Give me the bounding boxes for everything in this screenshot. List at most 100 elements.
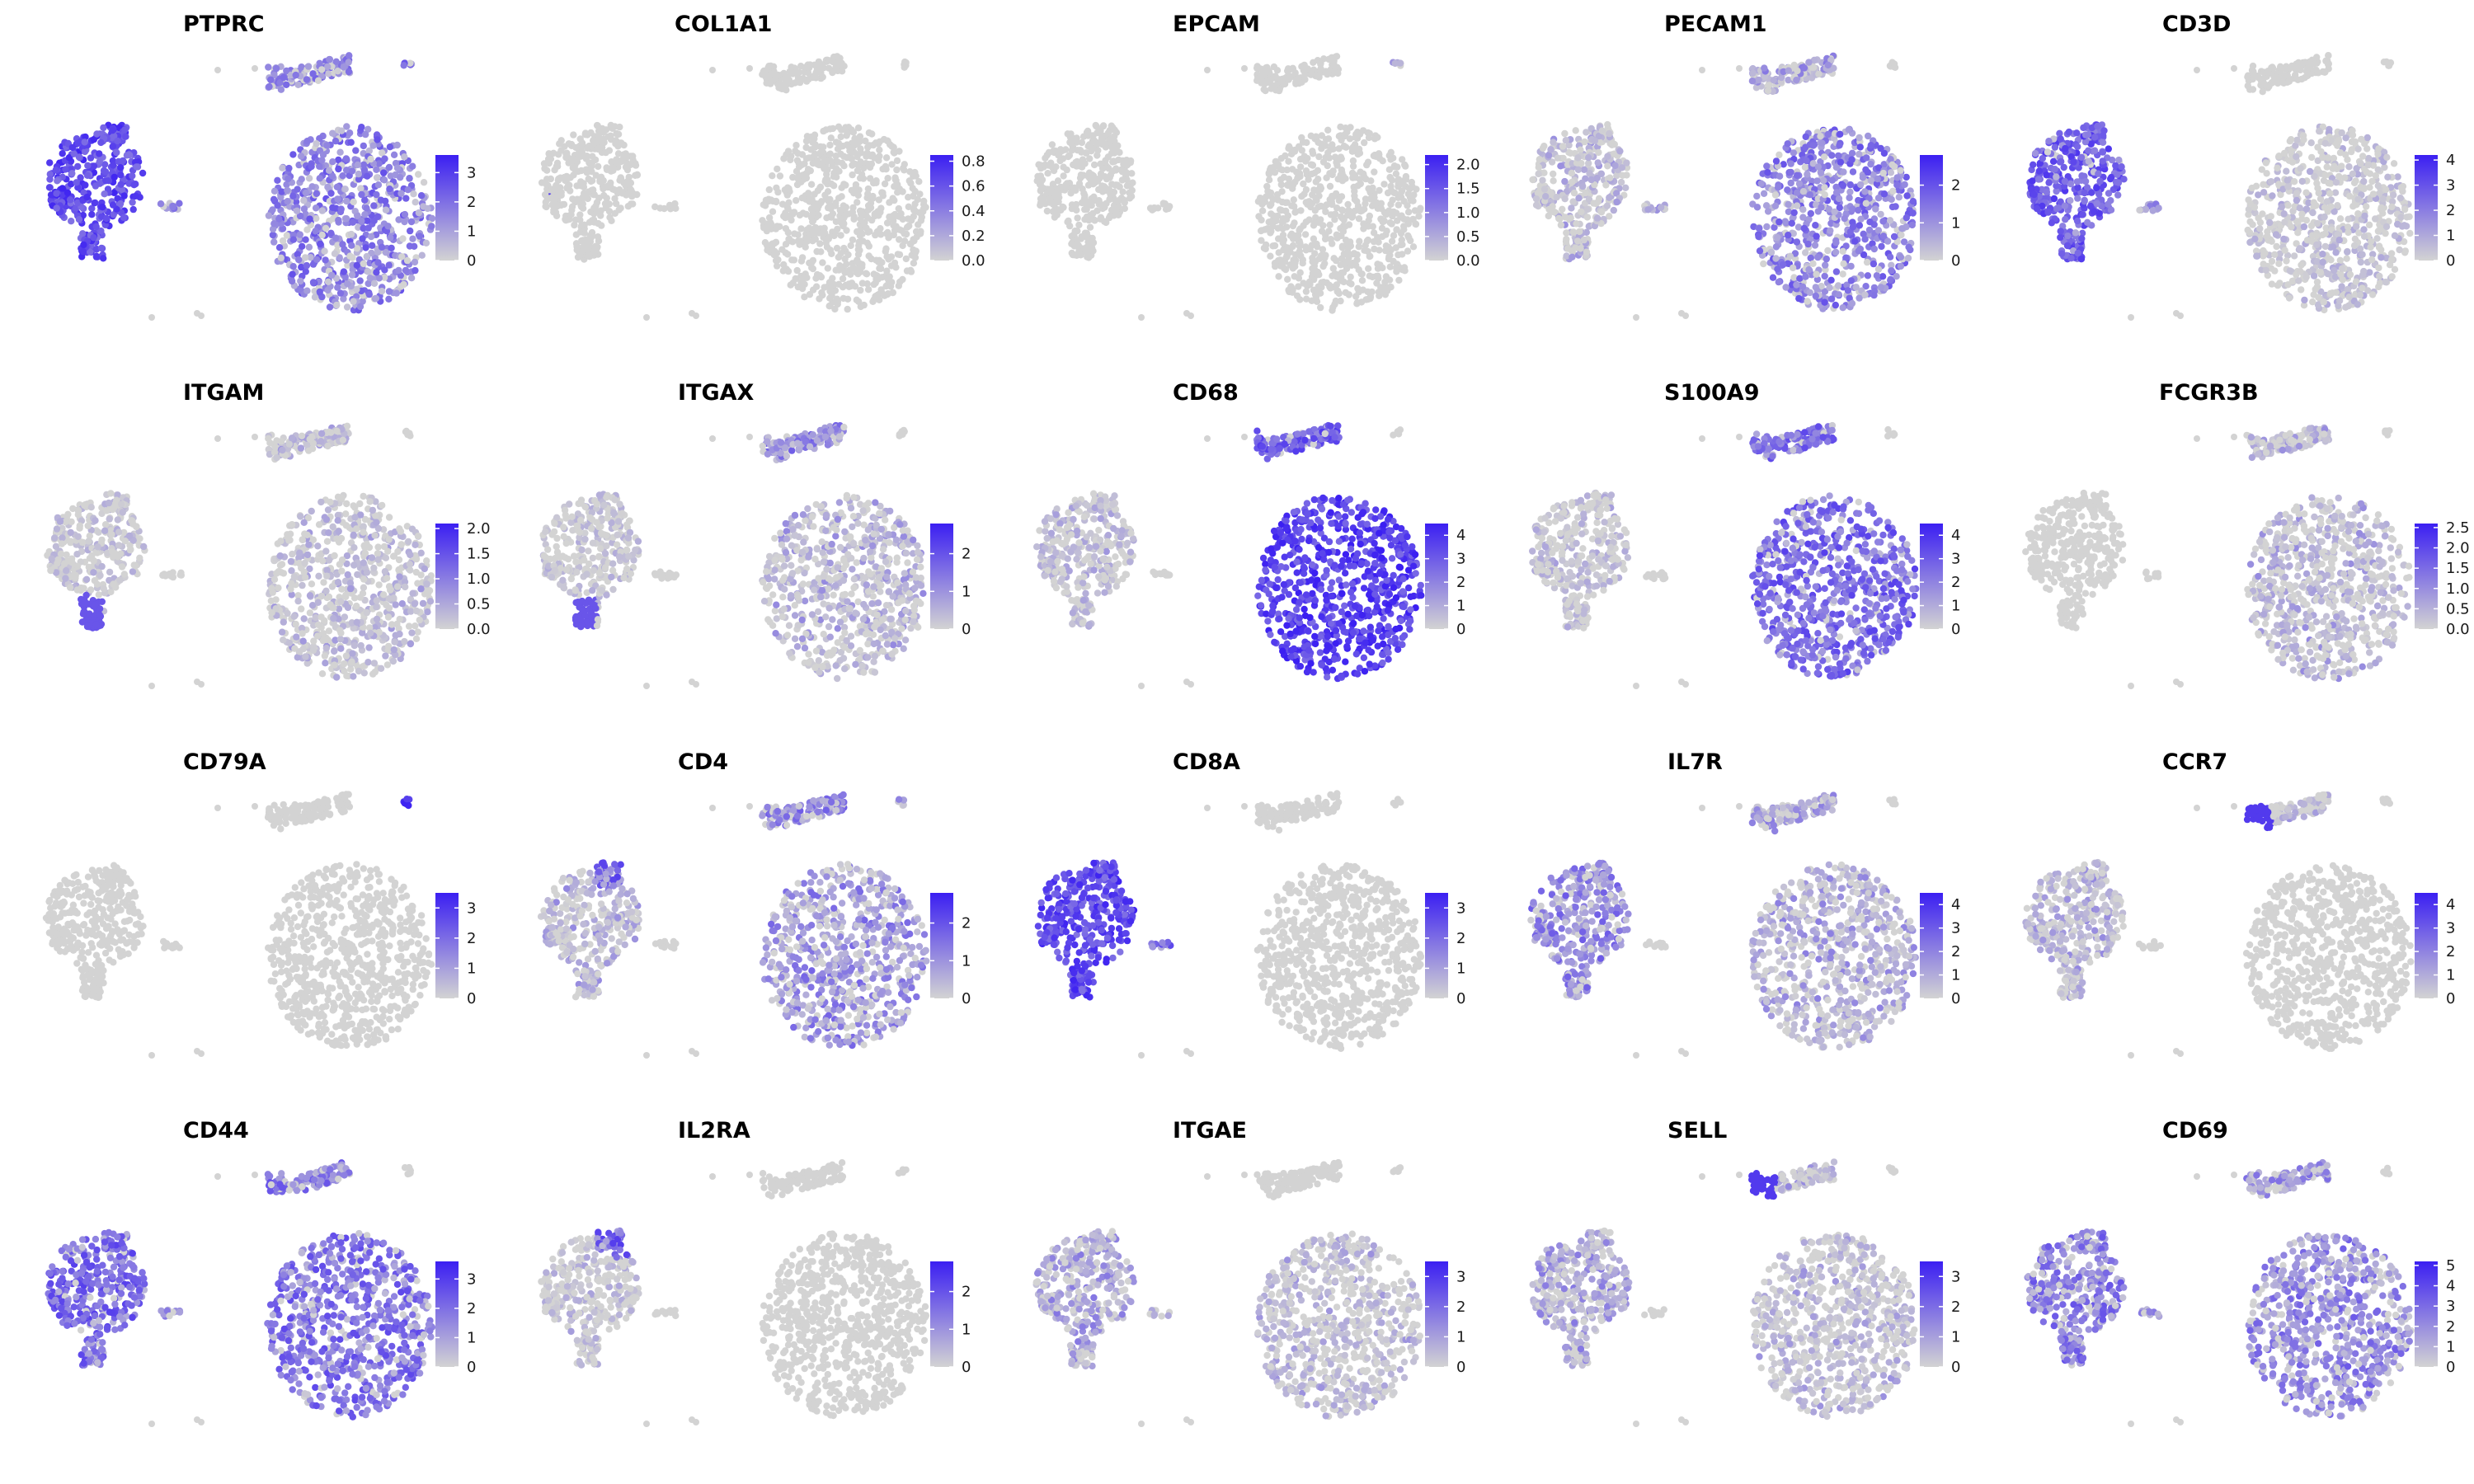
cell-point xyxy=(289,236,297,243)
cell-point xyxy=(387,234,394,242)
cell-point xyxy=(1877,144,1884,153)
cell-point xyxy=(382,206,390,214)
cell-point xyxy=(1863,154,1870,162)
cell-point xyxy=(1756,224,1763,232)
cell-point xyxy=(367,155,374,163)
cell-point xyxy=(878,259,886,266)
cell-point xyxy=(1824,247,1832,255)
cell-point xyxy=(872,279,879,287)
cell-point xyxy=(814,200,822,208)
cell-point xyxy=(1570,189,1578,197)
cell-point xyxy=(342,215,350,223)
cell-point xyxy=(365,224,372,232)
cell-point xyxy=(1877,210,1884,218)
cell-point xyxy=(298,263,305,271)
cell-point xyxy=(322,256,329,264)
cell-point xyxy=(555,175,562,183)
colorbar-tick-label: 2.0 xyxy=(1456,157,1480,174)
cell-point xyxy=(1337,153,1345,161)
cell-point xyxy=(111,132,118,140)
cell-point xyxy=(782,249,789,256)
cell-point xyxy=(68,170,76,177)
cell-point xyxy=(864,185,872,193)
cell-point xyxy=(370,202,378,209)
cell-point xyxy=(809,139,816,146)
cell-point xyxy=(759,217,766,224)
cell-point xyxy=(1309,148,1316,155)
cell-point xyxy=(1657,204,1665,211)
cell-point xyxy=(1846,194,1853,202)
cell-point xyxy=(853,269,861,276)
cell-point xyxy=(815,229,823,237)
cell-point xyxy=(1063,166,1070,174)
cell-point xyxy=(1262,87,1269,95)
cell-point xyxy=(1855,206,1862,214)
cell-point xyxy=(891,176,899,183)
cell-point xyxy=(905,222,913,230)
cell-point xyxy=(1302,218,1310,226)
cell-point xyxy=(1270,163,1277,171)
cell-point xyxy=(1755,232,1762,241)
cell-point xyxy=(883,253,891,261)
cell-point xyxy=(1780,161,1787,168)
cell-point xyxy=(1900,238,1908,246)
cell-point xyxy=(1856,134,1863,142)
cell-point xyxy=(1315,153,1323,161)
cell-point xyxy=(618,190,626,197)
colorbar-tick-label: 1 xyxy=(467,223,476,240)
cell-point xyxy=(1903,173,1910,181)
cell-point xyxy=(1291,146,1299,154)
cell-point xyxy=(1062,181,1070,189)
cell-point xyxy=(91,200,98,207)
cell-point xyxy=(1785,208,1793,215)
cell-point xyxy=(1794,67,1801,75)
cell-point xyxy=(374,259,382,266)
cell-point xyxy=(295,256,303,264)
cell-point xyxy=(375,160,383,167)
cell-point xyxy=(565,140,572,148)
cell-point xyxy=(1090,161,1098,169)
cell-point xyxy=(1799,214,1807,221)
cell-point xyxy=(1263,78,1271,87)
cell-point xyxy=(560,200,568,209)
cell-point xyxy=(265,212,273,219)
cell-point xyxy=(1095,197,1103,204)
cell-point xyxy=(833,295,841,303)
cell-point xyxy=(46,159,54,167)
cell-point xyxy=(860,301,868,309)
cell-point xyxy=(1402,176,1410,183)
cell-point xyxy=(883,267,891,275)
cell-point xyxy=(879,165,887,173)
cell-point xyxy=(1337,297,1344,305)
cell-point xyxy=(882,245,890,252)
cell-point xyxy=(633,171,641,178)
cell-point xyxy=(1559,205,1566,213)
cell-point xyxy=(844,295,852,303)
cell-point xyxy=(1110,157,1117,165)
cell-point xyxy=(370,279,379,287)
cell-point xyxy=(75,153,83,161)
colorbar xyxy=(1920,155,1943,261)
cell-point xyxy=(874,208,882,215)
cell-point xyxy=(1302,288,1310,295)
cell-point xyxy=(856,232,864,239)
cell-point xyxy=(1329,61,1336,68)
cell-point xyxy=(1884,237,1892,245)
cell-point xyxy=(1300,61,1308,69)
cell-point xyxy=(1867,142,1874,149)
cell-point xyxy=(1895,194,1903,201)
cell-point xyxy=(901,161,908,168)
cell-point xyxy=(417,192,426,200)
cell-point xyxy=(99,204,106,211)
cell-point xyxy=(811,235,819,243)
cell-point xyxy=(1396,59,1404,67)
cell-point xyxy=(1398,188,1405,195)
cell-point xyxy=(589,153,596,160)
cell-point xyxy=(1753,192,1761,200)
cell-point xyxy=(1799,188,1808,195)
cell-point xyxy=(129,172,136,180)
cell-point xyxy=(312,204,320,212)
cell-point xyxy=(835,195,843,202)
cell-point xyxy=(269,206,276,214)
panel-title: EPCAM xyxy=(1173,12,1260,37)
